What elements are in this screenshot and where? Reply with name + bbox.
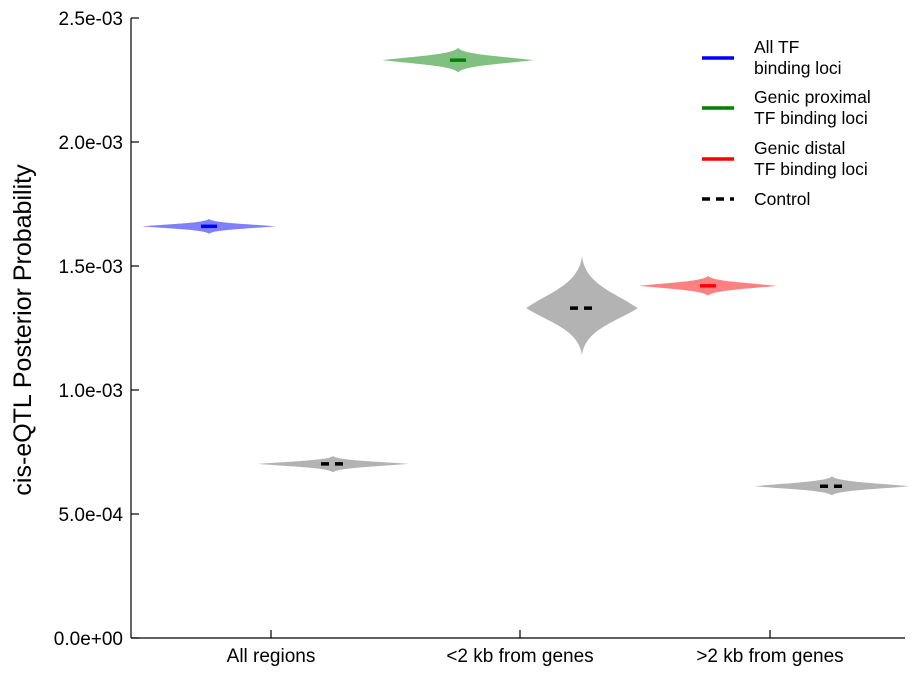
legend-label: Genic distal — [754, 138, 845, 158]
violins — [142, 47, 910, 496]
violin-body — [526, 256, 638, 356]
violin-body — [257, 455, 409, 473]
y-ticks: 0.0e+00 5.0e-04 1.0e-03 1.5e-03 2.0e-03 2.5e-… — [54, 9, 139, 650]
y-tick-label: 2.0e-03 — [59, 133, 123, 154]
legend-label: binding loci — [754, 58, 842, 78]
y-tick-label: 0.0e+00 — [54, 629, 123, 650]
y-tick-label: 2.5e-03 — [59, 9, 123, 30]
x-tick-label: >2 kb from genes — [696, 646, 843, 667]
y-tick-label: 1.5e-03 — [59, 257, 123, 278]
x-ticks: All regions <2 kb from genes >2 kb from ge… — [227, 630, 844, 667]
legend-label: All TF — [754, 37, 799, 57]
y-tick-label: 1.0e-03 — [59, 381, 123, 402]
y-tick-label: 5.0e-04 — [59, 505, 124, 526]
legend-label: Control — [754, 189, 810, 209]
axes — [130, 18, 905, 639]
x-tick-label: <2 kb from genes — [446, 646, 593, 667]
legend-label: TF binding loci — [754, 159, 868, 179]
y-axis-title: cis-eQTL Posterior Probability — [9, 164, 37, 496]
violin-body — [754, 476, 910, 496]
legend-label: TF binding loci — [754, 108, 868, 128]
x-tick-label: All regions — [227, 646, 316, 667]
legend-label: Genic proximal — [754, 87, 871, 107]
